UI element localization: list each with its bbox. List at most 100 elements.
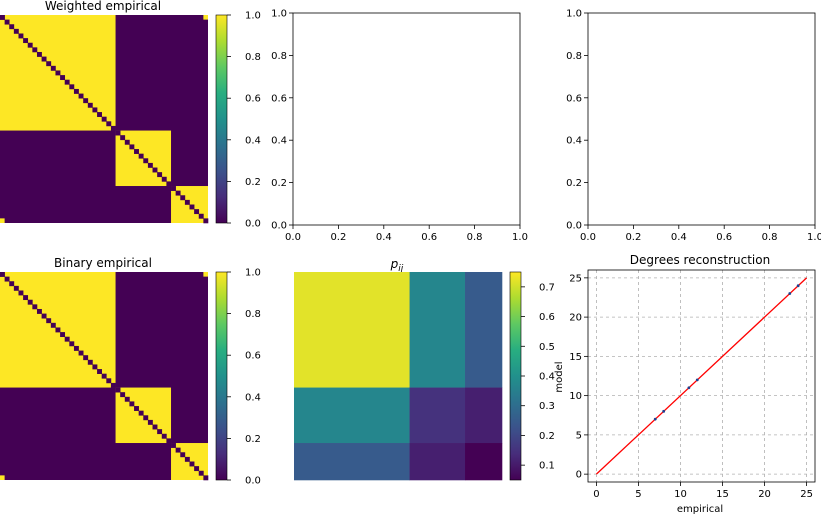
heatmap-diagonal-cell <box>143 415 149 421</box>
x-tick-label: 0.6 <box>421 232 437 243</box>
heatmap-diagonal-cell <box>124 396 130 402</box>
heatmap-diagonal-cell <box>18 33 24 39</box>
pij-block-1-0 <box>294 387 410 444</box>
heatmap-diagonal-cell <box>97 369 102 374</box>
scatter-point <box>653 417 657 421</box>
y-tick-label: 10 <box>569 391 582 402</box>
heatmap-diagonal-cell <box>110 382 116 388</box>
heatmap-diagonal-cell <box>161 176 167 182</box>
x-tick-label: 0.8 <box>467 232 483 243</box>
panel-degrees-reconstruction: Degrees reconstruction 0 5 10 15 20 25 0 5 10 15 2… <box>554 253 816 514</box>
colorbar-tick-label: 1.0 <box>245 11 261 22</box>
heatmap-diagonal-cell <box>203 475 209 481</box>
heatmap-diagonal-cell <box>134 406 139 411</box>
heatmap-diagonal-cell <box>157 429 163 435</box>
heatmap-diagonal-cell <box>46 318 52 324</box>
binary-empirical-title: Binary empirical <box>54 256 152 270</box>
x-tick-label: 1.0 <box>512 232 528 243</box>
scatter-point <box>662 409 666 413</box>
pij-heatmap <box>294 272 503 481</box>
heatmap-diagonal-cell <box>147 162 153 168</box>
pij-block-0-2 <box>465 272 503 388</box>
heatmap-diagonal-cell <box>23 295 29 301</box>
panel-binary-empirical: Binary empirical 0.0 0.2 0.4 0.6 0.8 1.0 <box>0 256 261 487</box>
heatmap-diagonal-cell <box>157 172 163 178</box>
heatmap-diagonal-cell <box>152 424 158 430</box>
x-tick-label: 0.4 <box>671 232 687 243</box>
heatmap-diagonal-cell <box>50 65 56 71</box>
x-tick-label: 0.2 <box>625 232 641 243</box>
heatmap-diagonal-cell <box>194 466 200 472</box>
heatmap-diagonal-cell <box>87 359 93 365</box>
pij-block-1-1 <box>409 387 466 444</box>
y-tick-label: 25 <box>569 273 582 284</box>
x-tick-label: 15 <box>716 489 729 500</box>
degrees-reconstruction-title: Degrees reconstruction <box>630 253 770 267</box>
colorbar-tick-label: 0.4 <box>245 392 261 403</box>
weighted-empirical-title: Weighted empirical <box>45 0 161 13</box>
panel-weighted-empirical: Weighted empirical 0.0 0.2 0.4 0.6 0.8 1.0 <box>0 0 261 230</box>
x-tick-label: 1.0 <box>807 232 821 243</box>
heatmap-diagonal-cell <box>134 149 139 154</box>
heatmap-diagonal-cell <box>83 98 89 104</box>
colorbar-tick-label: 0.0 <box>245 219 261 230</box>
heatmap-diagonal-cell <box>9 24 15 30</box>
fit-line <box>595 277 808 475</box>
y-tick-label: 0.8 <box>271 51 287 62</box>
heatmap-diagonal-cell <box>180 452 186 458</box>
heatmap-diagonal-cell <box>203 218 209 224</box>
y-tick-label: 0.6 <box>271 93 287 104</box>
axes-frame <box>587 269 816 483</box>
heatmap-diagonal-cell <box>78 350 84 356</box>
heatmap-diagonal-cell <box>46 61 52 67</box>
colorbar-tick-label: 0.2 <box>539 431 555 442</box>
heatmap-diagonal-cell <box>175 190 181 196</box>
heatmap-diagonal-cell <box>110 125 116 131</box>
y-tick-label: 0.2 <box>271 178 287 189</box>
degrees-scatter-plot: 0 5 10 15 20 25 0 5 10 15 20 25 <box>569 269 816 500</box>
heatmap-corner-cell <box>203 272 208 277</box>
heatmap-diagonal-cell <box>101 373 107 379</box>
heatmap-diagonal-cell <box>194 209 200 215</box>
pij-title: pij <box>390 257 404 274</box>
colorbar-tick-label: 1.0 <box>245 268 261 279</box>
y-tick-label: 15 <box>569 352 582 363</box>
heatmap-diagonal-cell <box>64 79 70 85</box>
scatter-point <box>687 386 691 390</box>
y-tick-label: 0.4 <box>271 136 287 147</box>
heatmap-diagonal-cell <box>138 153 144 159</box>
heatmap-diagonal-cell <box>13 28 19 34</box>
colorbar-gradient <box>215 14 228 224</box>
heatmap-diagonal-cell <box>129 401 135 407</box>
x-tick-label: 5 <box>635 489 641 500</box>
pij-block-1-2 <box>465 387 503 444</box>
heatmap-diagonal-cell <box>41 313 47 319</box>
heatmap-diagonal-cell <box>166 438 172 444</box>
heatmap-diagonal-cell <box>55 70 61 76</box>
heatmap-diagonal-cell <box>92 107 98 113</box>
heatmap-corner-cell <box>0 218 5 223</box>
heatmap-diagonal-cell <box>73 345 79 351</box>
binary-empirical-heatmap <box>0 272 209 481</box>
heatmap-diagonal-cell <box>124 139 130 145</box>
heatmap-diagonal-cell <box>0 15 5 20</box>
colorbar-tick-label: 0.1 <box>539 461 555 472</box>
heatmap-diagonal-cell <box>184 199 190 205</box>
heatmap-diagonal-cell <box>50 322 56 328</box>
colorbar-tick-label: 0.6 <box>245 94 261 105</box>
degrees-xlabel: empirical <box>677 504 723 514</box>
y-tick-label: 0.8 <box>566 51 582 62</box>
heatmap-diagonal-cell <box>4 19 10 25</box>
heatmap-diagonal-cell <box>152 167 158 173</box>
scatter-point <box>796 284 800 288</box>
heatmap-diagonal-cell <box>78 93 84 99</box>
x-tick-label: 20 <box>758 489 771 500</box>
heatmap-diagonal-cell <box>120 392 126 398</box>
heatmap-diagonal-cell <box>36 51 42 57</box>
heatmap-diagonal-cell <box>32 47 38 53</box>
heatmap-diagonal-cell <box>120 135 126 141</box>
degrees-ylabel: model <box>554 361 565 392</box>
axes-frame <box>587 12 816 226</box>
pij-block-2-2 <box>465 443 503 481</box>
